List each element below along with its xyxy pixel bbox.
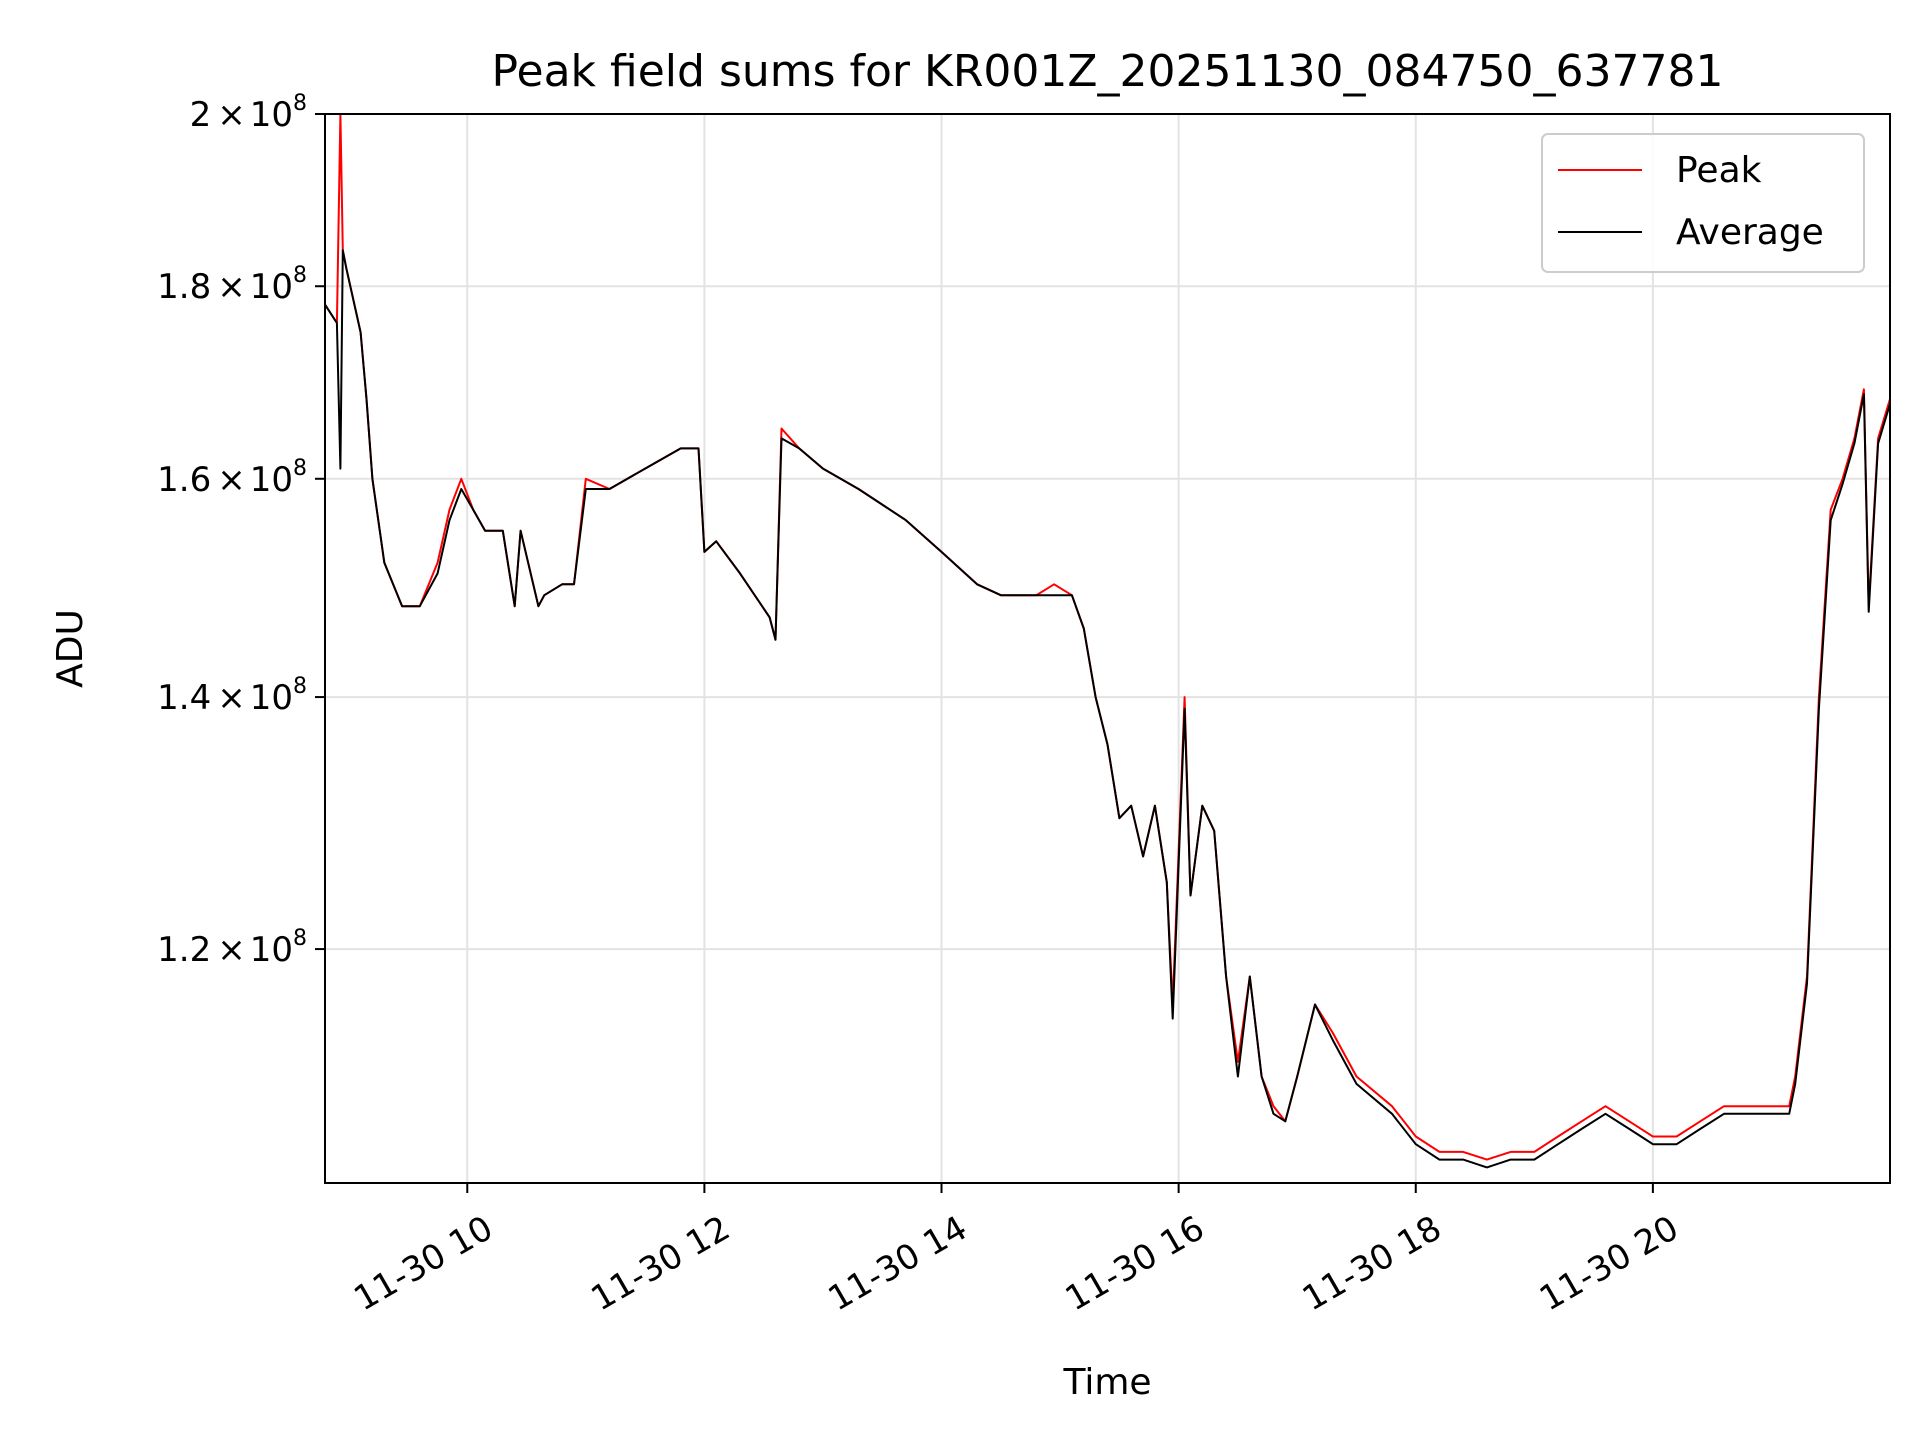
y-tick-times: × [217,267,246,307]
y-tick-label: 2 × 108 [190,91,307,135]
legend-label-average: Average [1676,212,1824,253]
axes-frame [324,113,1891,1184]
y-tick-exponent: 8 [293,263,307,288]
y-tick-base: 10 [250,267,293,307]
y-tick-exponent: 8 [293,926,307,951]
x-axis-label: Time [1062,1362,1151,1403]
x-tick-label: 11-30 20 [1533,1208,1685,1319]
y-tick-mantissa: 2 [190,95,212,135]
chart-title: Peak field sums for KR001Z_20251130_0847… [492,46,1724,97]
x-tick-label: 11-30 14 [822,1208,974,1319]
y-tick-label: 1.8 × 108 [157,263,307,307]
legend-box [1541,133,1865,273]
y-tick-base: 10 [250,460,293,500]
grid [325,113,1890,1183]
y-tick-base: 10 [250,678,293,718]
y-tick-times: × [217,678,246,718]
y-tick-times: × [217,460,246,500]
y-tick-mantissa: 1.4 [157,678,211,718]
y-axis-label: ADU [50,609,91,688]
x-tick-label: 11-30 12 [585,1208,737,1319]
x-axis: 11-30 10 11-30 12 11-30 14 11-30 16 11-30 18… [347,1183,1685,1319]
x-tick-label: 11-30 16 [1059,1208,1211,1319]
y-tick-times: × [217,930,246,970]
legend: Peak Average [1541,133,1865,273]
x-tick-label: 11-30 10 [347,1208,499,1319]
y-tick-base: 10 [250,930,293,970]
y-tick-label: 1.4 × 108 [157,674,307,718]
y-tick-label: 1.6 × 108 [157,456,307,500]
y-tick-exponent: 8 [293,91,307,116]
series-line-average [325,249,1890,1169]
x-tick-label: 11-30 18 [1296,1208,1448,1319]
y-tick-mantissa: 1.6 [157,460,211,500]
y-tick-exponent: 8 [293,456,307,481]
legend-label-peak: Peak [1676,150,1762,191]
y-tick-label: 1.2 × 108 [157,926,307,970]
y-tick-times: × [217,95,246,135]
plot-area [325,114,1890,1169]
y-tick-base: 10 [250,95,293,135]
y-tick-exponent: 8 [293,674,307,699]
y-tick-mantissa: 1.2 [157,930,211,970]
y-tick-mantissa: 1.8 [157,267,211,307]
